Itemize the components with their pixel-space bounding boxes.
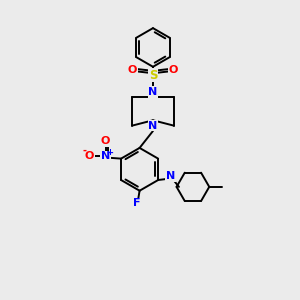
- Text: N: N: [101, 151, 110, 161]
- Text: O: O: [128, 65, 137, 75]
- Text: O: O: [169, 65, 178, 75]
- Text: O: O: [101, 136, 110, 146]
- Text: F: F: [133, 198, 140, 208]
- Text: N: N: [148, 87, 158, 97]
- Text: O: O: [85, 151, 94, 160]
- Text: N: N: [148, 121, 158, 130]
- Text: +: +: [106, 148, 113, 157]
- Text: -: -: [83, 146, 87, 156]
- Text: S: S: [149, 69, 157, 82]
- Text: N: N: [166, 172, 175, 182]
